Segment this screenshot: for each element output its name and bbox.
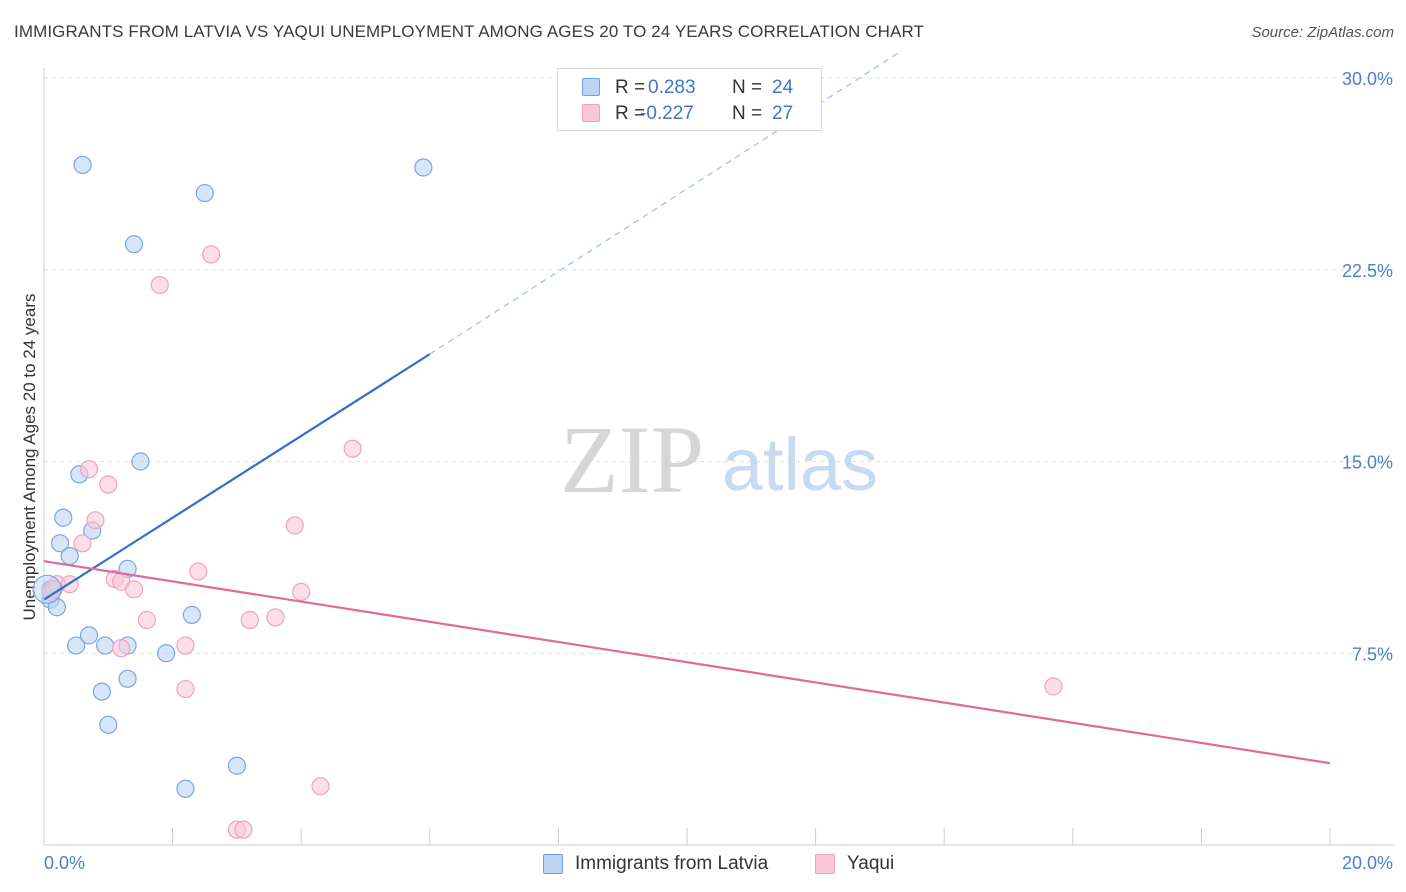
latvia-point-24[interactable]: [176, 779, 195, 798]
watermark-atlas: atlas: [722, 423, 878, 506]
watermark-zip: ZIP: [560, 406, 704, 513]
grid-lines: [44, 77, 1394, 654]
yaqui-point-22[interactable]: [292, 582, 311, 601]
legend-r-value: 0.283: [648, 77, 696, 98]
y-tick-label: 7.5%: [1352, 644, 1393, 664]
latvia-point-12[interactable]: [95, 636, 115, 655]
latvia-point-11[interactable]: [92, 682, 111, 701]
chart-title: IMMIGRANTS FROM LATVIA VS YAQUI UNEMPLOY…: [14, 22, 925, 41]
watermark: ZIP atlas: [560, 406, 878, 513]
yaqui-point-13[interactable]: [176, 636, 195, 655]
latvia-point-17[interactable]: [124, 235, 144, 254]
latvia-point-21[interactable]: [195, 183, 214, 203]
data-points: [32, 155, 1063, 839]
yaqui-point-15[interactable]: [189, 562, 208, 581]
latvia-point-6[interactable]: [67, 636, 86, 655]
legend-n-value: 27: [772, 103, 794, 124]
yaqui-point-6[interactable]: [99, 475, 118, 494]
latvia-point-23[interactable]: [414, 158, 433, 177]
latvia-point-3[interactable]: [50, 534, 70, 553]
yaqui-point-14[interactable]: [176, 679, 195, 699]
y-tick-label: 22.5%: [1342, 261, 1393, 281]
legend-r-label: R =: [615, 103, 646, 124]
legend-swatch-pink: [582, 104, 600, 122]
latvia-point-9[interactable]: [79, 626, 99, 645]
yaqui-point-18[interactable]: [234, 820, 253, 839]
tick-labels: 7.5% 15.0% 22.5% 30.0% 0.0% 20.0%: [44, 69, 1393, 873]
yaqui-point-24[interactable]: [343, 439, 362, 458]
yaqui-point-11[interactable]: [137, 610, 156, 630]
chart-source: Source: ZipAtlas.com: [1251, 24, 1394, 41]
latvia-cluster-point[interactable]: [32, 574, 62, 604]
yaqui-point-23[interactable]: [311, 777, 330, 796]
series-legend-yaqui-label: Yaqui: [847, 853, 895, 874]
latvia-point-18[interactable]: [131, 452, 150, 471]
yaqui-point-12[interactable]: [150, 275, 169, 295]
yaqui-point-20[interactable]: [266, 608, 285, 627]
legend-r-value: -0.227: [640, 103, 694, 124]
yaqui-point-4[interactable]: [79, 460, 99, 479]
yaqui-point-3[interactable]: [73, 534, 92, 553]
latvia-trend-line: [43, 353, 431, 601]
yaqui-point-9[interactable]: [112, 639, 131, 658]
latvia-point-4[interactable]: [54, 508, 73, 527]
yaqui-point-21[interactable]: [285, 516, 304, 535]
yaqui-point-16[interactable]: [202, 245, 221, 264]
latvia-point-13[interactable]: [99, 715, 118, 734]
yaqui-point-25[interactable]: [1044, 677, 1063, 696]
axes: [43, 68, 1394, 846]
legend-r-label: R =: [615, 77, 646, 98]
latvia-point-8[interactable]: [73, 155, 92, 175]
yaqui-point-19[interactable]: [240, 610, 259, 630]
latvia-point-15[interactable]: [118, 669, 137, 688]
legend-swatch-blue: [582, 78, 600, 96]
x-tick-label-max: 20.0%: [1342, 853, 1393, 873]
yaqui-point-5[interactable]: [86, 511, 105, 530]
correlation-legend: R = 0.283 N = 24 R = -0.227 N = 27: [557, 68, 822, 131]
legend-n-value: 24: [772, 77, 794, 98]
latvia-point-20[interactable]: [182, 605, 201, 625]
legend-n-label: N =: [732, 103, 763, 124]
legend-n-label: N =: [732, 77, 763, 98]
y-tick-label: 30.0%: [1342, 69, 1393, 89]
latvia-point-5[interactable]: [60, 546, 79, 566]
x-tick-label-min: 0.0%: [44, 853, 85, 873]
yaqui-point-10[interactable]: [124, 580, 144, 599]
legend-swatch-pink: [815, 854, 835, 874]
latvia-point-19[interactable]: [157, 644, 176, 663]
latvia-point-22[interactable]: [227, 756, 246, 775]
series-legend-latvia-label: Immigrants from Latvia: [575, 853, 769, 874]
yaqui-trend-line: [43, 560, 1331, 765]
y-tick-label: 15.0%: [1342, 453, 1393, 473]
legend-swatch-blue: [543, 854, 563, 874]
